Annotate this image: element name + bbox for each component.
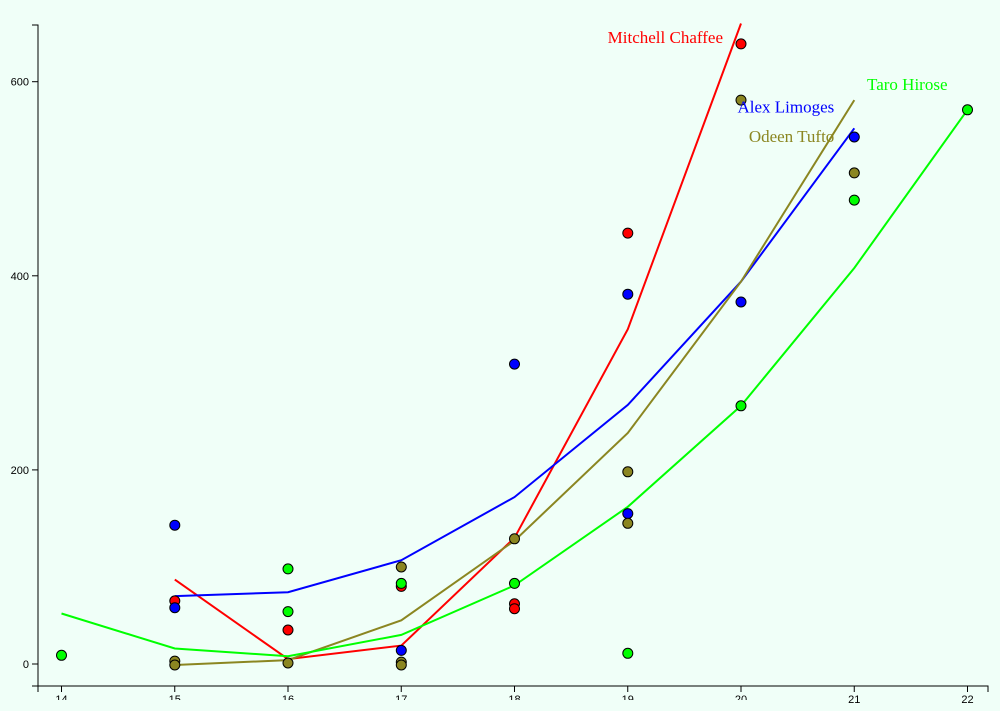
series-line-taro-hirose: [61, 109, 969, 658]
data-point-alex-limoges: [622, 288, 634, 300]
data-point-alex-limoges: [169, 519, 181, 531]
data-point-mitchell-chaffee: [735, 38, 747, 50]
x-axis-line: [37, 685, 989, 692]
series-label-odeen-tufto: Odeen Tufto: [749, 127, 834, 146]
data-point-mitchell-chaffee: [282, 624, 294, 636]
series-label-alex-limoges: Alex Limoges: [738, 97, 835, 116]
y-tick-label: 600: [11, 77, 29, 89]
series-lines: [61, 23, 969, 666]
data-point-odeen-tufto: [735, 94, 747, 106]
data-point-taro-hirose: [848, 194, 860, 206]
bottom-strip: [0, 700, 808, 711]
series-line-mitchell-chaffee: [174, 23, 742, 661]
data-point-odeen-tufto: [622, 517, 634, 529]
data-point-taro-hirose: [56, 649, 67, 661]
y-tick-label: 0: [23, 659, 29, 671]
y-tick-label: 200: [11, 465, 29, 477]
data-point-mitchell-chaffee: [622, 227, 634, 239]
axes: 0200400600141516171819202122: [11, 24, 989, 706]
data-point-taro-hirose: [962, 104, 973, 116]
data-point-odeen-tufto: [395, 561, 407, 573]
data-point-alex-limoges: [622, 508, 634, 520]
y-tick-label: 400: [11, 271, 29, 283]
data-point-taro-hirose: [395, 577, 407, 589]
data-point-odeen-tufto: [169, 659, 181, 671]
x-tick-label: 22: [961, 694, 973, 706]
series-labels: Mitchell Chaffee Alex Limoges Odeen Tufto T…: [608, 28, 948, 146]
data-point-odeen-tufto: [509, 533, 520, 545]
data-point-alex-limoges: [735, 296, 747, 308]
data-point-odeen-tufto: [622, 466, 634, 478]
data-point-taro-hirose: [282, 563, 294, 575]
series-label-taro-hirose: Taro Hirose: [867, 75, 947, 94]
data-point-alex-limoges: [848, 131, 860, 143]
series-label-mitchell-chaffee: Mitchell Chaffee: [608, 28, 723, 47]
data-point-odeen-tufto: [282, 657, 294, 669]
data-point-odeen-tufto: [848, 167, 860, 179]
y-axis-line: [32, 24, 39, 687]
data-point-alex-limoges: [395, 644, 407, 656]
x-tick-label: 21: [848, 694, 860, 706]
data-point-taro-hirose: [282, 606, 294, 618]
data-point-taro-hirose: [735, 400, 747, 412]
data-point-alex-limoges: [509, 358, 520, 370]
data-point-taro-hirose: [622, 647, 634, 659]
data-point-odeen-tufto: [395, 659, 407, 671]
data-point-mitchell-chaffee: [509, 603, 520, 615]
data-point-alex-limoges: [169, 602, 181, 614]
data-point-taro-hirose: [509, 577, 520, 589]
data-points: [56, 38, 973, 671]
